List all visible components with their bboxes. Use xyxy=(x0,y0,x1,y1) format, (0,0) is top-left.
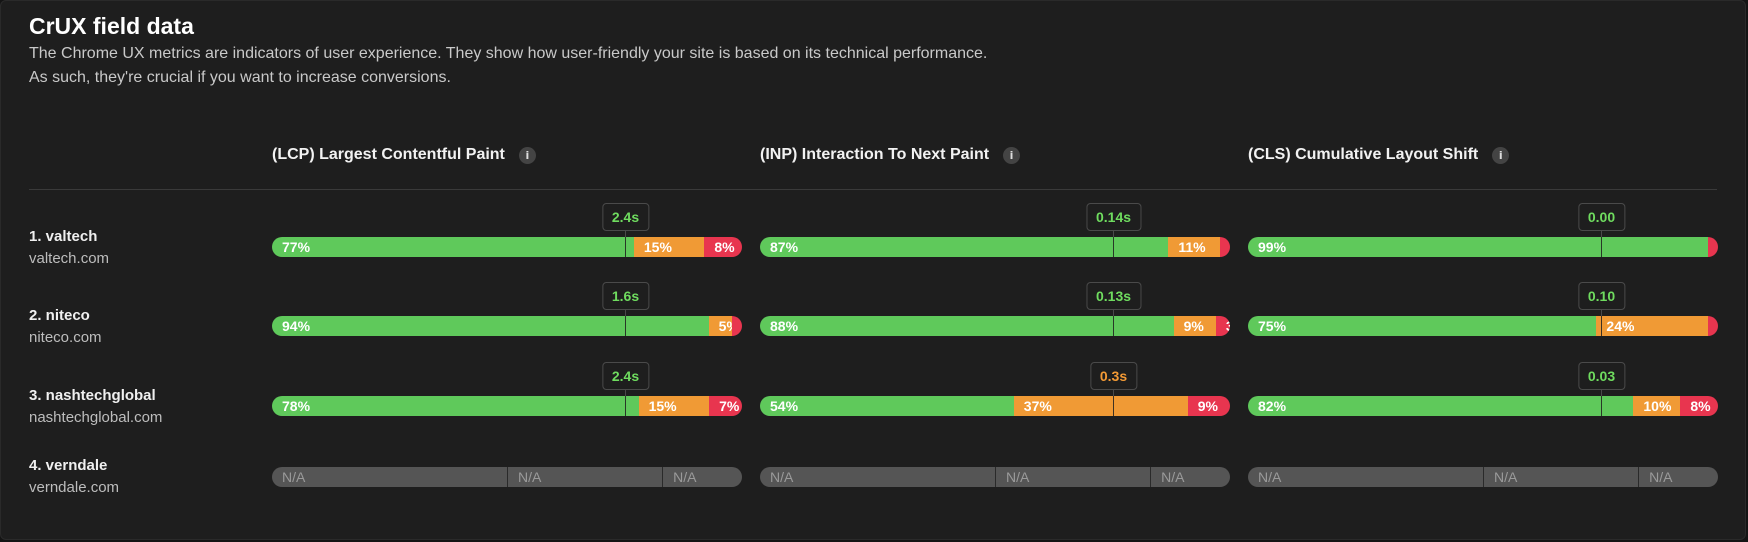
tooltip-pointer xyxy=(1601,310,1602,316)
metric-header-label: (INP) Interaction To Next Paint xyxy=(760,146,990,163)
site-name: 1. valtech xyxy=(29,228,98,245)
bar-segment-needs-improvement: 10% xyxy=(1633,396,1681,416)
site-name: 4. verndale xyxy=(29,457,108,474)
p75-value-tooltip: 0.13s xyxy=(1085,282,1142,310)
distribution-bar[interactable]: 77% 15% 8% xyxy=(272,237,742,257)
p75-marker xyxy=(1113,237,1114,257)
metric-header-label: (CLS) Cumulative Layout Shift xyxy=(1248,146,1479,163)
bar-segment-needs-improvement: 24% xyxy=(1596,316,1708,336)
bar-segment-needs-improvement: 15% xyxy=(638,396,710,416)
bar-segment-na: N/A xyxy=(1248,467,1483,487)
info-icon[interactable]: i xyxy=(518,146,536,164)
p75-value-tooltip: 0.03 xyxy=(1577,362,1626,390)
p75-value-tooltip: 0.10 xyxy=(1577,282,1626,310)
distribution-bar[interactable]: N/A N/A N/A xyxy=(272,467,742,487)
info-icon[interactable]: i xyxy=(1492,146,1510,164)
distribution-bar[interactable]: 78% 15% 7% xyxy=(272,396,742,416)
bar-segment-poor: 3% xyxy=(1215,316,1230,336)
bar-segment-needs-improvement: 15% xyxy=(633,237,705,257)
bar-segment-poor: 2% xyxy=(1220,237,1230,257)
tooltip-pointer xyxy=(1113,231,1114,237)
distribution-bar[interactable]: N/A N/A N/A xyxy=(760,467,1230,487)
p75-marker xyxy=(1601,316,1602,336)
bar-segment-poor: 7% xyxy=(709,396,742,416)
tooltip-pointer xyxy=(625,231,626,237)
bar-segment-poor: 1% xyxy=(1708,316,1718,336)
bar-segment-good: 82% xyxy=(1248,396,1634,416)
distribution-bar[interactable]: 75%24%1% xyxy=(1248,316,1718,336)
bar-segment-poor: 9% xyxy=(1187,396,1230,416)
bar-segment-good: 94% xyxy=(272,316,709,336)
bar-segment-poor: 8% xyxy=(1680,396,1718,416)
bar-segment-na: N/A xyxy=(760,467,995,487)
p75-marker xyxy=(1113,396,1114,416)
bar-segment-na: N/A xyxy=(1150,467,1230,487)
metric-header-label: (LCP) Largest Contentful Paint xyxy=(272,146,505,163)
tooltip-pointer xyxy=(625,390,626,396)
p75-value-tooltip: 0.3s xyxy=(1089,362,1138,390)
bar-segment-na: N/A xyxy=(507,467,663,487)
distribution-bar[interactable]: 94%5%1% xyxy=(272,316,742,336)
site-name: 3. nashtechglobal xyxy=(29,387,156,404)
bar-segment-good: 99% xyxy=(1248,237,1708,257)
tooltip-pointer xyxy=(1601,231,1602,237)
p75-marker xyxy=(1601,237,1602,257)
bar-segment-na: N/A xyxy=(1638,467,1718,487)
bar-segment-na: N/A xyxy=(1483,467,1639,487)
site-url: nashtechglobal.com xyxy=(29,409,163,426)
site-name: 2. niteco xyxy=(29,307,90,324)
p75-value-tooltip: 0.14s xyxy=(1085,203,1142,231)
distribution-bar[interactable]: 54% 37% 9% xyxy=(760,396,1230,416)
tooltip-pointer xyxy=(1113,390,1114,396)
bar-segment-na: N/A xyxy=(995,467,1151,487)
p75-marker xyxy=(625,396,626,416)
description-line-2: As such, they're crucial if you want to … xyxy=(29,69,451,86)
bar-segment-needs-improvement: 9% xyxy=(1173,316,1216,336)
bar-segment-poor: 1% xyxy=(1708,237,1718,257)
p75-value-tooltip: 0.00 xyxy=(1577,203,1626,231)
p75-value-tooltip: 1.6s xyxy=(601,282,650,310)
bar-segment-poor: 1% xyxy=(732,316,742,336)
p75-value-tooltip: 2.4s xyxy=(601,203,650,231)
info-icon[interactable]: i xyxy=(1003,146,1021,164)
metric-header-cls: (CLS) Cumulative Layout Shift i xyxy=(1248,146,1510,164)
bar-segment-good: 77% xyxy=(272,237,634,257)
site-url: verndale.com xyxy=(29,479,120,496)
distribution-bar[interactable]: 88%9%3% xyxy=(760,316,1230,336)
description-line-1: The Chrome UX metrics are indicators of … xyxy=(29,45,988,62)
distribution-bar[interactable]: N/A N/A N/A xyxy=(1248,467,1718,487)
page-title: CrUX field data xyxy=(29,13,194,39)
bar-segment-good: 75% xyxy=(1248,316,1597,336)
bar-segment-na: N/A xyxy=(272,467,507,487)
bar-segment-needs-improvement: 37% xyxy=(1013,396,1188,416)
bar-segment-needs-improvement: 11% xyxy=(1168,237,1220,257)
p75-marker xyxy=(1601,396,1602,416)
p75-marker xyxy=(1113,316,1114,336)
metric-header-lcp: (LCP) Largest Contentful Paint i xyxy=(272,146,536,164)
tooltip-pointer xyxy=(625,310,626,316)
tooltip-pointer xyxy=(1601,390,1602,396)
bar-segment-poor: 8% xyxy=(704,237,742,257)
p75-value-tooltip: 2.4s xyxy=(601,362,650,390)
bar-segment-good: 78% xyxy=(272,396,639,416)
site-url: valtech.com xyxy=(29,250,110,267)
metric-header-inp: (INP) Interaction To Next Paint i xyxy=(760,146,1021,164)
site-url: niteco.com xyxy=(29,329,102,346)
p75-marker xyxy=(625,237,626,257)
bar-segment-needs-improvement: 5% xyxy=(708,316,732,336)
distribution-bar[interactable]: 82% 10% 8% xyxy=(1248,396,1718,416)
bar-segment-na: N/A xyxy=(662,467,742,487)
bar-segment-good: 54% xyxy=(760,396,1014,416)
distribution-bar[interactable]: 87%11%2% xyxy=(760,237,1230,257)
header-divider xyxy=(29,189,1717,190)
distribution-bar[interactable]: 99%1% xyxy=(1248,237,1718,257)
bar-segment-good: 87% xyxy=(760,237,1169,257)
tooltip-pointer xyxy=(1113,310,1114,316)
bar-segment-good: 88% xyxy=(760,316,1174,336)
p75-marker xyxy=(625,316,626,336)
